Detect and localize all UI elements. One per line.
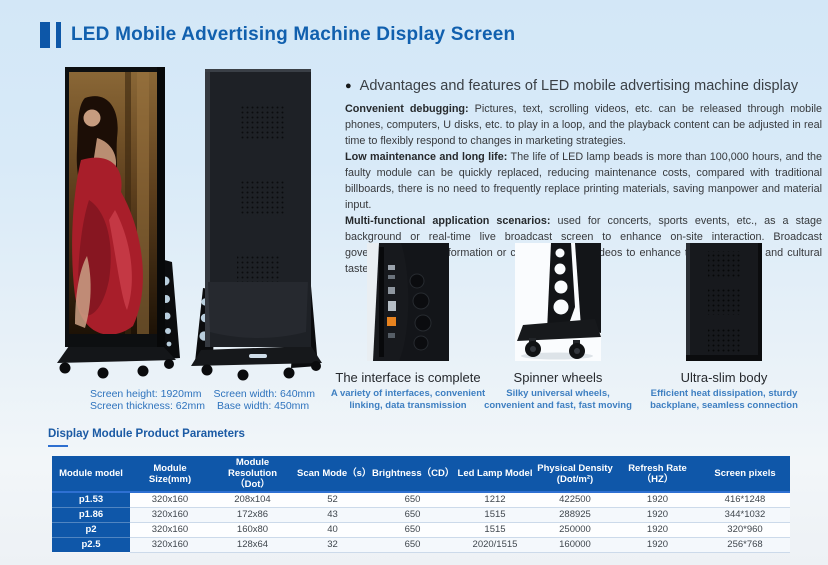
value-cell: 32 xyxy=(295,537,370,553)
column-header: Brightness（CD） xyxy=(370,456,455,493)
value-cell: 1515 xyxy=(455,522,535,538)
value-cell: 650 xyxy=(370,522,455,538)
column-header: Led Lamp Model xyxy=(455,456,535,493)
model-cell: p2 xyxy=(52,522,130,538)
value-cell: 320*960 xyxy=(700,522,790,538)
feature-title: Spinner wheels xyxy=(513,370,603,385)
table-row: p2.5 320x160 128x64 32 650 2020/1515 160000 192… xyxy=(52,537,790,553)
table-row: p1.86 320x160 172x86 43 650 1515 288925 1920 344… xyxy=(52,507,790,523)
value-cell: 650 xyxy=(370,492,455,508)
bullet-icon: ● xyxy=(345,79,352,92)
value-cell: 40 xyxy=(295,522,370,538)
value-cell: 320x160 xyxy=(130,522,210,538)
value-cell: 160000 xyxy=(535,537,615,553)
feature-subtitle: Silky universal wheels, convenient and f… xyxy=(484,388,632,411)
column-header: Screen pixels xyxy=(700,456,790,493)
led-poster-front-and-back-image xyxy=(57,67,322,381)
value-cell: 1920 xyxy=(615,522,700,538)
model-cell: p1.86 xyxy=(52,507,130,523)
table-body: p1.53 320x160 208x104 52 650 1212 422500 1920 41… xyxy=(52,492,790,553)
column-header: Module Resolution （Dot） xyxy=(210,456,295,493)
value-cell: 344*1032 xyxy=(700,507,790,523)
value-cell: 52 xyxy=(295,492,370,508)
value-cell: 320x160 xyxy=(130,507,210,523)
column-header: Refresh Rate（HZ） xyxy=(615,456,700,493)
value-cell: 650 xyxy=(370,507,455,523)
feature-title: The interface is complete xyxy=(335,370,481,385)
column-header: Physical Density (Dot/m²) xyxy=(535,456,615,493)
value-cell: 416*1248 xyxy=(700,492,790,508)
dimension-text: Base width: 450mm xyxy=(216,400,310,412)
interface-detail-image xyxy=(367,243,449,361)
value-cell: 250000 xyxy=(535,522,615,538)
value-cell: 320x160 xyxy=(130,537,210,553)
model-cell: p2.5 xyxy=(52,537,130,553)
value-cell: 172x86 xyxy=(210,507,295,523)
feature-interface: The interface is complete A variety of i… xyxy=(330,243,486,412)
value-cell: 1920 xyxy=(615,492,700,508)
value-cell: 650 xyxy=(370,537,455,553)
table-header-row: Module model Module Size(mm) Module Resolu… xyxy=(52,456,790,493)
wheels-detail-image xyxy=(515,243,601,361)
model-cell: p1.53 xyxy=(52,492,130,508)
value-cell: 208x104 xyxy=(210,492,295,508)
slim-body-detail-image xyxy=(686,243,762,361)
page-header: LED Mobile Advertising Machine Display S… xyxy=(40,21,515,49)
value-cell: 43 xyxy=(295,507,370,523)
column-header: Module Size(mm) xyxy=(130,456,210,493)
feature-slim-body: Ultra-slim body Efficient heat dissipati… xyxy=(646,243,802,412)
dimension-text: Screen thickness: 62mm xyxy=(90,400,205,412)
dimension-text: Screen width: 640mm xyxy=(213,388,316,400)
value-cell: 1920 xyxy=(615,537,700,553)
feature-title: Ultra-slim body xyxy=(680,370,768,385)
column-header: Scan Mode（s） xyxy=(295,456,371,493)
value-cell: 288925 xyxy=(535,507,615,523)
feature-subtitle: A variety of interfaces, convenient link… xyxy=(330,388,486,411)
feature-wheels: Spinner wheels Silky universal wheels, c… xyxy=(480,243,636,412)
column-header: Module model xyxy=(52,456,130,493)
advantages-body: Convenient debugging: Pictures, text, sc… xyxy=(345,101,822,277)
page-title: LED Mobile Advertising Machine Display S… xyxy=(71,24,516,45)
title-accent-bar-icon xyxy=(40,22,50,48)
advantage-paragraph: Convenient debugging: Pictures, text, sc… xyxy=(345,103,822,147)
table-row: p2 320x160 160x80 40 650 1515 250000 1920 320*96… xyxy=(52,522,790,538)
value-cell: 320x160 xyxy=(130,492,210,508)
value-cell: 1212 xyxy=(455,492,535,508)
feature-subtitle: Efficient heat dissipation, sturdy backp… xyxy=(650,388,798,411)
value-cell: 256*768 xyxy=(700,537,790,553)
advantages-heading: Advantages and features of LED mobile ad… xyxy=(359,78,799,94)
dimensions-block: Screen height: 1920mm Screen width: 640m… xyxy=(90,388,315,412)
parameters-table: Module model Module Size(mm) Module Resolu… xyxy=(52,456,790,553)
advantages-section: ● Advantages and features of LED mobile … xyxy=(345,78,822,277)
value-cell: 128x64 xyxy=(210,537,295,553)
value-cell: 1920 xyxy=(615,507,700,523)
value-cell: 2020/1515 xyxy=(455,537,535,553)
advantage-paragraph: Low maintenance and long life: The life … xyxy=(345,151,822,211)
value-cell: 422500 xyxy=(535,492,615,508)
table-heading: Display Module Product Parameters xyxy=(48,428,245,440)
table-heading-underline xyxy=(48,445,68,447)
dimension-text: Screen height: 1920mm xyxy=(90,388,202,400)
title-accent-bar-icon xyxy=(56,22,61,48)
table-row: p1.53 320x160 208x104 52 650 1212 422500 1920 41… xyxy=(52,492,790,508)
value-cell: 160x80 xyxy=(210,522,295,538)
value-cell: 1515 xyxy=(455,507,535,523)
